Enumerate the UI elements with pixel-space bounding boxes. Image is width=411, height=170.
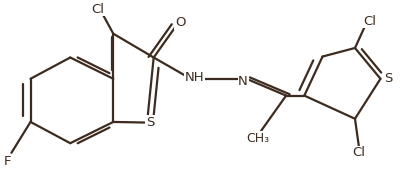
Text: O: O [175,16,185,29]
Text: S: S [146,116,155,129]
Text: S: S [383,72,392,85]
Text: F: F [4,155,11,168]
Text: N: N [238,75,248,88]
Text: NH: NH [185,71,205,84]
Text: Cl: Cl [353,146,365,159]
Text: Cl: Cl [363,15,376,28]
Text: Cl: Cl [91,3,104,16]
Text: CH₃: CH₃ [247,132,270,145]
